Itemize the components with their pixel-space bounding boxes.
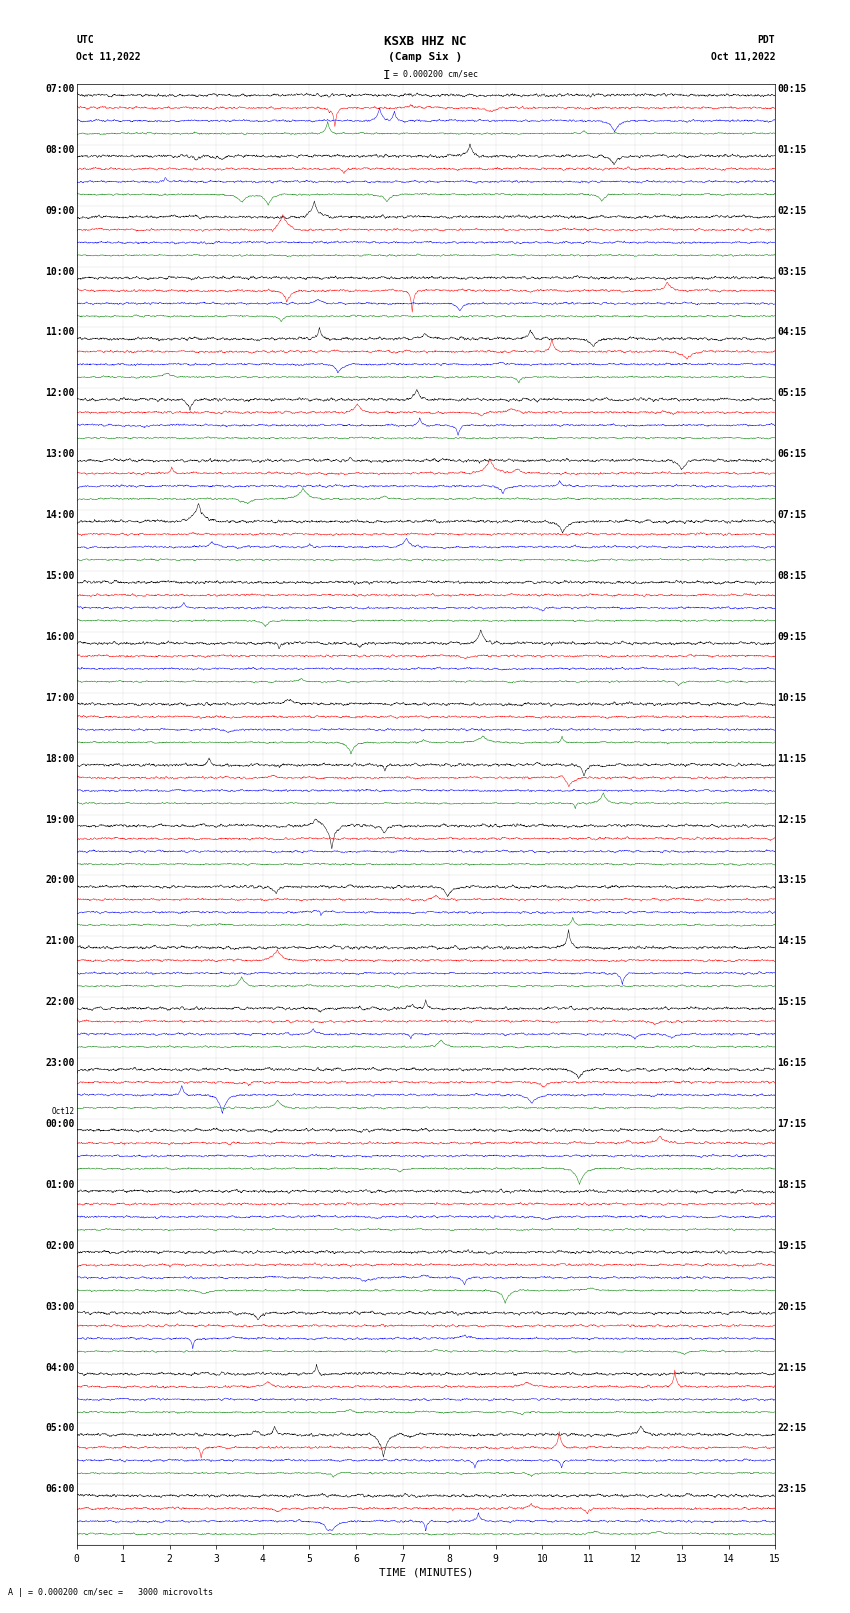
Text: 10:15: 10:15	[777, 694, 807, 703]
Text: 16:00: 16:00	[45, 632, 75, 642]
Text: 00:15: 00:15	[777, 84, 807, 94]
Text: 05:15: 05:15	[777, 389, 807, 398]
Text: UTC: UTC	[76, 35, 94, 45]
Text: Oct 11,2022: Oct 11,2022	[711, 52, 775, 61]
Text: 00:00: 00:00	[45, 1119, 75, 1129]
Text: 14:15: 14:15	[777, 936, 807, 947]
Text: 21:15: 21:15	[777, 1363, 807, 1373]
Text: 01:15: 01:15	[777, 145, 807, 155]
Text: 12:15: 12:15	[777, 815, 807, 824]
Text: 01:00: 01:00	[45, 1181, 75, 1190]
Text: 19:00: 19:00	[45, 815, 75, 824]
Text: = 0.000200 cm/sec: = 0.000200 cm/sec	[393, 69, 478, 79]
Text: KSXB HHZ NC: KSXB HHZ NC	[383, 35, 467, 48]
Text: 20:15: 20:15	[777, 1302, 807, 1311]
Text: 22:15: 22:15	[777, 1424, 807, 1434]
Text: 04:00: 04:00	[45, 1363, 75, 1373]
Text: 08:00: 08:00	[45, 145, 75, 155]
Text: 10:00: 10:00	[45, 266, 75, 276]
Text: 02:00: 02:00	[45, 1240, 75, 1250]
Text: 13:15: 13:15	[777, 876, 807, 886]
Text: 20:00: 20:00	[45, 876, 75, 886]
Text: 13:00: 13:00	[45, 448, 75, 460]
Text: 11:15: 11:15	[777, 753, 807, 763]
Text: 12:00: 12:00	[45, 389, 75, 398]
Text: 18:15: 18:15	[777, 1181, 807, 1190]
Text: 16:15: 16:15	[777, 1058, 807, 1068]
Text: 07:00: 07:00	[45, 84, 75, 94]
Text: 07:15: 07:15	[777, 510, 807, 519]
Text: 14:00: 14:00	[45, 510, 75, 519]
Text: 21:00: 21:00	[45, 936, 75, 947]
Text: Oct 11,2022: Oct 11,2022	[76, 52, 141, 61]
Text: I: I	[383, 69, 390, 82]
Text: 08:15: 08:15	[777, 571, 807, 581]
Text: 23:15: 23:15	[777, 1484, 807, 1494]
Text: 17:15: 17:15	[777, 1119, 807, 1129]
Text: 22:00: 22:00	[45, 997, 75, 1007]
X-axis label: TIME (MINUTES): TIME (MINUTES)	[378, 1568, 473, 1578]
Text: 04:15: 04:15	[777, 327, 807, 337]
Text: (Camp Six ): (Camp Six )	[388, 52, 462, 61]
Text: 02:15: 02:15	[777, 206, 807, 216]
Text: 15:15: 15:15	[777, 997, 807, 1007]
Text: PDT: PDT	[757, 35, 775, 45]
Text: 03:00: 03:00	[45, 1302, 75, 1311]
Text: 03:15: 03:15	[777, 266, 807, 276]
Text: 09:15: 09:15	[777, 632, 807, 642]
Text: 09:00: 09:00	[45, 206, 75, 216]
Text: A | = 0.000200 cm/sec =   3000 microvolts: A | = 0.000200 cm/sec = 3000 microvolts	[8, 1587, 213, 1597]
Text: 06:00: 06:00	[45, 1484, 75, 1494]
Text: 06:15: 06:15	[777, 448, 807, 460]
Text: 18:00: 18:00	[45, 753, 75, 763]
Text: 15:00: 15:00	[45, 571, 75, 581]
Text: 23:00: 23:00	[45, 1058, 75, 1068]
Text: 19:15: 19:15	[777, 1240, 807, 1250]
Text: Oct12: Oct12	[51, 1107, 75, 1116]
Text: 05:00: 05:00	[45, 1424, 75, 1434]
Text: 17:00: 17:00	[45, 694, 75, 703]
Text: 11:00: 11:00	[45, 327, 75, 337]
